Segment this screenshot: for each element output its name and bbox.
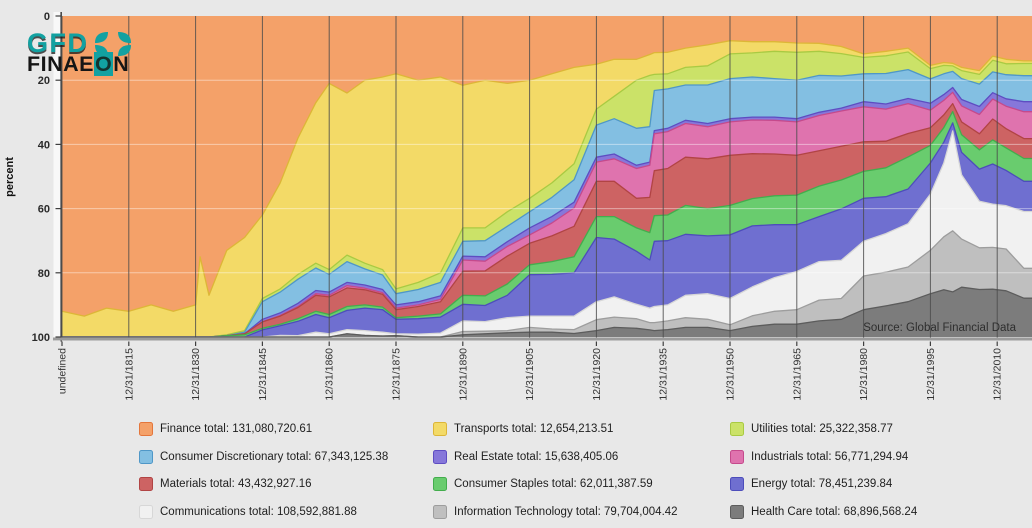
x-tick-label-1: 12/31/1815 (123, 348, 135, 401)
x-tick-label-5: 12/31/1875 (391, 348, 403, 401)
legend-item-transports[interactable]: Transports total: 12,654,213.51 (433, 421, 730, 437)
x-tick-label-12: 12/31/1980 (858, 348, 870, 401)
source-note: Source: Global Financial Data (863, 322, 1016, 334)
legend-label-information-technology: Information Technology total: 79,704,004… (454, 505, 678, 518)
y-tick-label-100: 100 (32, 332, 50, 344)
x-tick-label-2: 12/31/1830 (190, 348, 202, 401)
x-tick-label-4: 12/31/1860 (324, 348, 336, 401)
legend-swatch-utilities[interactable] (730, 422, 744, 436)
legend-item-industrials[interactable]: Industrials total: 56,771,294.94 (730, 449, 1024, 465)
legend-swatch-industrials[interactable] (730, 449, 744, 464)
area-band-energy[interactable] (62, 122, 1032, 337)
x-tick-label-9: 12/31/1935 (658, 348, 670, 401)
y-tick-label-80: 80 (38, 268, 50, 280)
legend-swatch-real-estate[interactable] (433, 449, 447, 464)
vertical-gridlines (61, 16, 998, 339)
band-edge-utilities (62, 50, 1032, 338)
logo-finaeon-text: FINAEON (27, 52, 134, 76)
legend-swatch-transports[interactable] (433, 422, 447, 436)
area-band-materials[interactable] (62, 103, 1032, 337)
legend-item-communications[interactable]: Communications total: 108,592,881.88 (139, 504, 433, 520)
logo-finaeon-o: O (94, 52, 114, 76)
legend-swatch-consumer-discretionary[interactable] (139, 449, 153, 464)
x-tick-label-7: 12/31/1905 (524, 348, 536, 401)
logo-top-row: GFD (27, 30, 134, 57)
chart-legend: Finance total: 131,080,720.61 Transports … (139, 421, 1024, 520)
logo-gfd-text: GFD (27, 28, 89, 58)
legend-swatch-health-care[interactable] (730, 504, 744, 519)
legend-swatch-information-technology[interactable] (433, 504, 447, 519)
x-axis-ticks: undefined 12/31/1815 12/31/1830 12/31/1845 1… (57, 341, 1004, 401)
area-band-transports[interactable] (62, 40, 1032, 337)
y-axis-ticks: 0 20 40 60 80 100 (32, 11, 61, 344)
legend-swatch-consumer-staples[interactable] (433, 477, 447, 491)
stacked-area-chart: Source: Global Financial Data 0 20 40 60 80 10… (4, 11, 1032, 401)
horizontal-gridlines (62, 79, 1032, 274)
legend-item-energy[interactable]: Energy total: 78,451,239.84 (730, 476, 1024, 492)
legend-label-communications: Communications total: 108,592,881.88 (160, 505, 357, 518)
legend-item-utilities[interactable]: Utilities total: 25,322,358.77 (730, 421, 1024, 437)
legend-item-real-estate[interactable]: Real Estate total: 15,638,405.06 (433, 449, 730, 465)
y-tick-label-40: 40 (38, 139, 50, 151)
y-axis-title: percent (4, 157, 16, 197)
legend-label-utilities: Utilities total: 25,322,358.77 (751, 423, 893, 435)
band-edge-transports (61, 40, 1032, 317)
logo-finaeon-pre: FINAE (27, 52, 94, 76)
x-tick-label-8: 12/31/1920 (591, 348, 603, 401)
x-tick-label-3: 12/31/1845 (257, 348, 269, 401)
band-edge-health-care (62, 286, 1032, 338)
area-band-finance[interactable] (62, 16, 1032, 317)
legend-item-health-care[interactable]: Health Care total: 68,896,568.24 (730, 504, 1024, 520)
x-tick-label-6: 12/31/1890 (457, 348, 469, 401)
legend-label-finance: Finance total: 131,080,720.61 (160, 423, 313, 435)
legend-label-materials: Materials total: 43,432,927.16 (160, 478, 312, 490)
legend-swatch-finance[interactable] (139, 422, 153, 436)
legend-label-health-care: Health Care total: 68,896,568.24 (751, 505, 918, 518)
x-tick-label-11: 12/31/1965 (791, 348, 803, 401)
legend-item-consumer-staples[interactable]: Consumer Staples total: 62,011,387.59 (433, 476, 730, 492)
legend-label-consumer-staples: Consumer Staples total: 62,011,387.59 (454, 478, 653, 490)
y-tick-label-20: 20 (38, 75, 50, 87)
legend-item-materials[interactable]: Materials total: 43,432,927.16 (139, 476, 433, 492)
legend-swatch-energy[interactable] (730, 477, 744, 491)
legend-item-information-technology[interactable]: Information Technology total: 79,704,004… (433, 504, 730, 520)
area-band-consumer-discretionary[interactable] (62, 69, 1032, 337)
y-axis-strip (53, 12, 60, 341)
x-tick-label-0: undefined (57, 348, 69, 394)
legend-label-real-estate: Real Estate total: 15,638,405.06 (454, 450, 619, 463)
legend-label-consumer-discretionary: Consumer Discretionary total: 67,343,125… (160, 450, 389, 463)
legend-label-transports: Transports total: 12,654,213.51 (454, 423, 614, 435)
x-tick-label-13: 12/31/1995 (925, 348, 937, 401)
y-tick-label-0: 0 (44, 11, 50, 23)
y-tick-label-60: 60 (38, 204, 50, 216)
legend-swatch-communications[interactable] (139, 504, 153, 519)
x-tick-label-14: 12/31/2010 (992, 348, 1004, 401)
area-band-communications[interactable] (62, 130, 1032, 337)
band-edge-consumer-staples (62, 110, 1032, 338)
legend-item-consumer-discretionary[interactable]: Consumer Discretionary total: 67,343,125… (139, 449, 433, 465)
legend-label-industrials: Industrials total: 56,771,294.94 (751, 450, 909, 463)
legend-item-finance[interactable]: Finance total: 131,080,720.61 (139, 421, 433, 437)
legend-label-energy: Energy total: 78,451,239.84 (751, 478, 893, 490)
legend-swatch-materials[interactable] (139, 477, 153, 491)
area-band-edges (61, 40, 1032, 338)
x-tick-label-10: 12/31/1950 (725, 348, 737, 401)
area-band-utilities[interactable] (62, 51, 1032, 337)
area-band-industrials[interactable] (62, 92, 1032, 337)
gfd-finaeon-logo: GFD FINAEON (27, 30, 134, 76)
logo-finaeon-post: N (113, 52, 130, 76)
